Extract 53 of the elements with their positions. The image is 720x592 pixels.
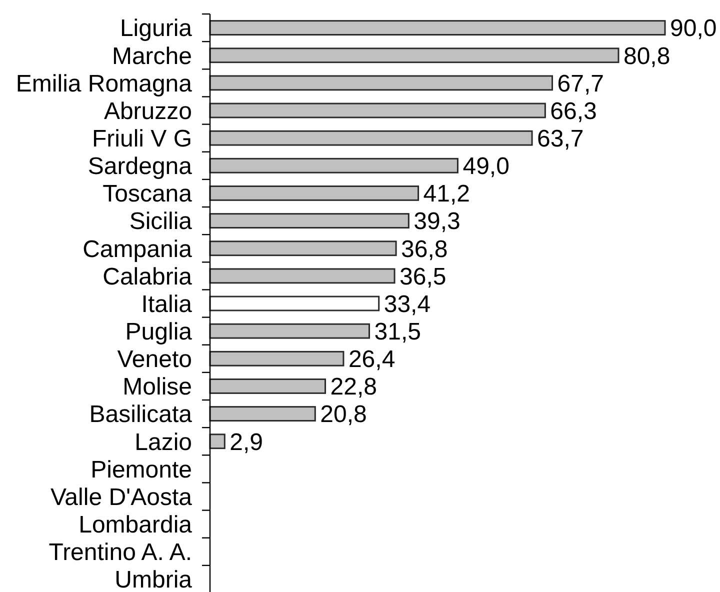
data-label: 90,0 [670, 15, 717, 42]
bar [209, 75, 554, 91]
data-label: 39,3 [414, 208, 460, 236]
y-tick-label: Marche [112, 42, 192, 70]
bar [209, 213, 410, 228]
data-label: 66,3 [550, 98, 597, 125]
data-label: 36,5 [400, 263, 446, 290]
bar [209, 378, 326, 394]
bar [209, 296, 380, 312]
y-tick-label: Sardegna [88, 153, 193, 180]
y-tick-label: Basilicata [89, 401, 193, 428]
bar [209, 186, 420, 201]
y-tick-label: Toscana [102, 180, 193, 208]
data-label: 36,8 [401, 236, 448, 263]
y-tick-label: Liguria [120, 15, 193, 42]
bar [209, 20, 666, 36]
y-tick-label: Valle D'Aosta [50, 484, 193, 511]
bar [209, 240, 397, 256]
data-label: 80,8 [623, 42, 670, 70]
data-label: 2,9 [230, 428, 264, 456]
data-label: 33,4 [384, 290, 431, 318]
data-label: 31,5 [374, 318, 421, 346]
data-label: 20,8 [320, 401, 367, 428]
data-label: 26,4 [348, 346, 396, 374]
bar [209, 323, 370, 339]
data-label: 41,2 [423, 180, 470, 208]
y-tick-label: Abruzzo [104, 98, 192, 125]
bar [209, 350, 344, 366]
data-label: 63,7 [537, 125, 584, 152]
y-tick-label: Campania [82, 236, 193, 263]
y-tick-label: Puglia [125, 318, 193, 346]
bar [209, 158, 458, 174]
y-tick-label: Italia [141, 290, 193, 318]
y-tick-label: Molise [122, 374, 192, 401]
y-tick-label: Trentino A. A. [48, 539, 192, 566]
y-tick-label: Emilia Romagna [16, 70, 193, 98]
y-tick-label: Calabria [102, 263, 193, 290]
y-tick-label: Sicilia [129, 208, 193, 236]
y-tick-label: Lombardia [78, 511, 193, 538]
bar [209, 406, 316, 422]
y-tick-label: Lazio [134, 428, 192, 456]
bar [209, 268, 396, 284]
data-label: 49,0 [462, 153, 510, 180]
y-tick-label: Veneto [117, 346, 192, 374]
bar [209, 48, 620, 64]
data-label: 22,8 [330, 374, 377, 401]
y-tick-label: Piemonte [90, 456, 192, 484]
bar [209, 130, 533, 146]
data-label: 67,7 [557, 70, 604, 98]
bar [209, 102, 546, 118]
y-tick-label: Friuli V G [92, 125, 192, 152]
y-tick-label: Umbria [114, 566, 193, 592]
bar [209, 434, 226, 450]
